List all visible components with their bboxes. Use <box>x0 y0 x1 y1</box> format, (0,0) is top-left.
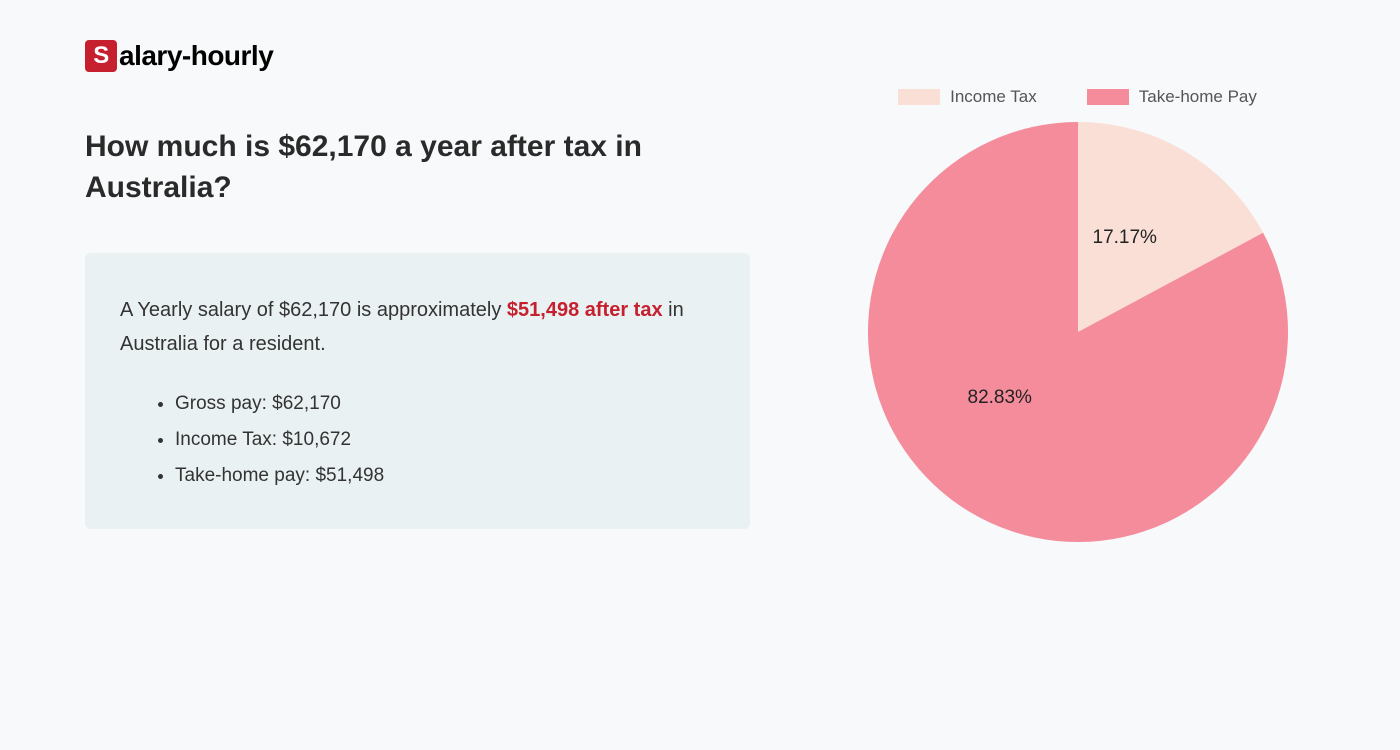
list-item: Gross pay: $62,170 <box>175 386 715 422</box>
pie-slice-label: 82.83% <box>968 387 1032 409</box>
right-column: Income Tax Take-home Pay 17.17% 82.83% <box>840 87 1315 542</box>
summary-box: A Yearly salary of $62,170 is approximat… <box>85 253 750 529</box>
pie-chart: 17.17% 82.83% <box>868 122 1288 542</box>
logo-initial: S <box>85 40 117 72</box>
left-column: How much is $62,170 a year after tax in … <box>85 127 750 542</box>
legend-swatch <box>898 89 940 105</box>
pie-slice-label: 17.17% <box>1093 227 1157 249</box>
summary-list: Gross pay: $62,170 Income Tax: $10,672 T… <box>120 386 715 494</box>
legend-label: Take-home Pay <box>1139 87 1257 107</box>
logo-text: alary-hourly <box>119 40 273 72</box>
summary-sentence: A Yearly salary of $62,170 is approximat… <box>120 293 715 361</box>
legend-label: Income Tax <box>950 87 1037 107</box>
page-title: How much is $62,170 a year after tax in … <box>85 127 750 208</box>
content-row: How much is $62,170 a year after tax in … <box>85 127 1315 542</box>
list-item: Take-home pay: $51,498 <box>175 458 715 494</box>
summary-highlight: $51,498 after tax <box>507 299 663 321</box>
chart-legend: Income Tax Take-home Pay <box>898 87 1257 107</box>
summary-before: A Yearly salary of $62,170 is approximat… <box>120 299 507 321</box>
legend-swatch <box>1087 89 1129 105</box>
legend-item: Income Tax <box>898 87 1037 107</box>
legend-item: Take-home Pay <box>1087 87 1257 107</box>
list-item: Income Tax: $10,672 <box>175 422 715 458</box>
site-logo: Salary-hourly <box>85 40 1315 72</box>
pie-svg <box>868 122 1288 542</box>
page-container: Salary-hourly How much is $62,170 a year… <box>0 0 1400 542</box>
